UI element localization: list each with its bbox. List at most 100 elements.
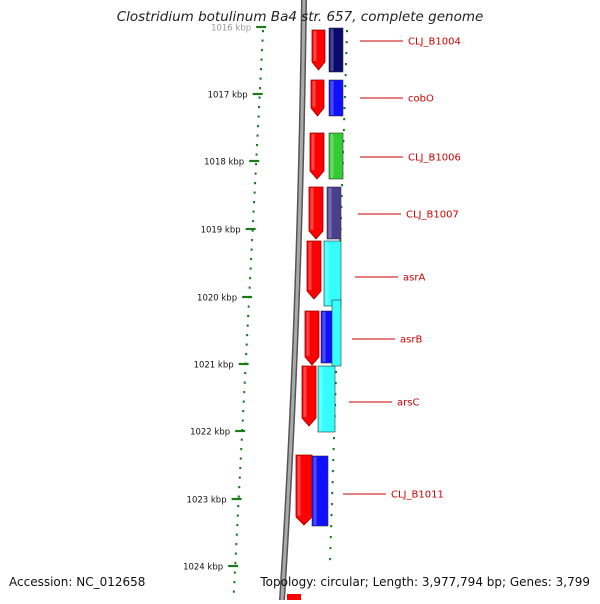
gene-arrow-highlight — [310, 188, 314, 230]
gene-track-dot — [329, 536, 332, 539]
gene-label: CLJ_B1004 — [408, 37, 461, 48]
gene-strand-arrow — [287, 594, 301, 600]
gene-track-dot — [340, 206, 343, 209]
tick-track-dot — [261, 39, 264, 42]
gene-block — [328, 132, 344, 180]
gene-label: CLJ_B1006 — [408, 153, 461, 164]
gene-track-dot — [331, 481, 334, 484]
gene-label: asrB — [400, 335, 422, 346]
tick-track-dot — [247, 305, 250, 308]
gene-track-dot — [332, 448, 335, 451]
gene-track-dot — [343, 107, 346, 110]
tick-track-dot — [262, 30, 264, 33]
gene-label: arsC — [397, 398, 419, 409]
tick-track-dot — [258, 96, 261, 99]
tick-track-dot — [242, 400, 245, 403]
gene-track-dot — [329, 547, 332, 550]
gene-track-dot — [331, 470, 334, 473]
tick-track-dot — [261, 49, 264, 52]
tick-track-dot — [239, 457, 242, 460]
tick-label: 1021 kbp — [194, 361, 234, 371]
tick-label: 1019 kbp — [201, 226, 241, 236]
gene-block — [326, 186, 342, 240]
gene-block — [317, 365, 336, 433]
gene-arrow-highlight — [306, 312, 310, 356]
gene-arrow-highlight — [312, 81, 316, 107]
gene-track-dot — [345, 52, 348, 55]
gene-track-dot — [330, 525, 333, 528]
tick-track-dot — [234, 552, 237, 555]
tick-track-dot — [246, 334, 249, 337]
tick-track-dot — [235, 533, 238, 536]
tick-track-dot — [248, 286, 251, 289]
tick-track-dot — [236, 524, 239, 527]
tick-track-dot — [243, 391, 246, 394]
tick-track-dot — [237, 495, 240, 498]
gene-track-dot — [330, 514, 333, 517]
gene-block-highlight — [330, 29, 334, 71]
tick-track-dot — [253, 201, 256, 204]
tick-track-dot — [250, 258, 253, 261]
gene-track-dot — [330, 503, 333, 506]
tick-track-dot — [235, 543, 238, 546]
accession-label: Accession: NC_012658 — [9, 575, 146, 589]
gene-block-highlight — [325, 242, 329, 305]
gene-block-highlight — [322, 312, 326, 362]
gene-block — [331, 299, 342, 367]
tick-track-dot — [245, 343, 248, 346]
gene-arrow-highlight — [308, 242, 312, 290]
tick-track-dot — [239, 467, 242, 470]
gene-block-highlight — [319, 367, 323, 431]
gene-track-dot — [334, 382, 337, 385]
tick-track-dot — [242, 410, 245, 413]
tick-track-dot — [250, 248, 253, 251]
tick-track-dot — [260, 58, 263, 61]
tick-track-dot — [259, 87, 262, 90]
genome-summary: Topology: circular; Length: 3,977,794 bp… — [260, 575, 590, 589]
gene-track-dot — [341, 184, 344, 187]
gene-track-dot — [340, 195, 343, 198]
gene-track-dot — [342, 129, 345, 132]
gene-label: cobO — [408, 94, 434, 105]
tick-track-dot — [255, 163, 258, 166]
tick-track-dot — [240, 438, 243, 441]
tick-track-dot — [256, 144, 259, 147]
gene-block-highlight — [330, 81, 334, 115]
gene-block-highlight — [328, 188, 332, 238]
tick-track-dot — [240, 448, 243, 451]
tick-label: 1024 kbp — [183, 563, 223, 573]
tick-track-dot — [234, 562, 237, 565]
gene-track-dot — [332, 437, 335, 440]
gene-block — [311, 455, 329, 527]
tick-label: 1017 kbp — [208, 91, 248, 101]
gene-block — [328, 79, 344, 117]
gene-arrow-highlight — [297, 456, 301, 516]
gene-track-dot — [339, 239, 342, 242]
gene-block-highlight — [313, 457, 317, 525]
gene-track-dot — [346, 30, 348, 33]
tick-label: 1023 kbp — [187, 496, 227, 506]
gene-arrow-highlight — [303, 367, 307, 417]
tick-track-dot — [258, 106, 261, 109]
tick-track-dot — [254, 182, 257, 185]
tick-track-dot — [256, 134, 259, 137]
tick-track-dot — [249, 277, 252, 280]
gene-track-dot — [344, 63, 347, 66]
gene-block — [328, 27, 344, 73]
gene-label: CLJ_B1007 — [406, 210, 459, 221]
genome-title: Clostridium botulinum Ba4 str. 657, comp… — [116, 9, 484, 25]
gene-track-dot — [345, 41, 348, 44]
tick-track-dot — [251, 239, 254, 242]
gene-label: CLJ_B1011 — [391, 490, 444, 501]
tick-track-dot — [254, 172, 257, 175]
tick-track-dot — [257, 115, 260, 118]
tick-track-dot — [233, 571, 236, 574]
tick-track-dot — [236, 514, 239, 517]
tick-track-dot — [238, 476, 241, 479]
tick-track-dot — [252, 210, 255, 213]
tick-label: 1020 kbp — [197, 294, 237, 304]
tick-track-dot — [259, 77, 262, 80]
gene-track-dot — [343, 96, 346, 99]
tick-label: 1018 kbp — [204, 158, 244, 168]
